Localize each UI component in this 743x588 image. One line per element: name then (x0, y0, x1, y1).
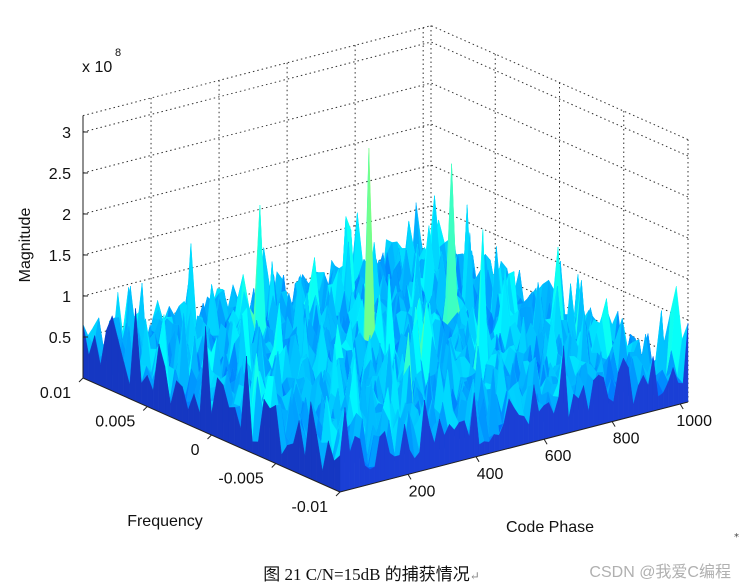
grid-line (82, 123, 689, 239)
surface-skirt (493, 434, 500, 453)
surface-skirt (263, 398, 271, 462)
z-tick-label: 1 (62, 289, 71, 306)
grid-lines (82, 25, 689, 402)
surface-skirt (508, 398, 515, 449)
x-tick-mark (679, 403, 684, 410)
x-tick-label: 800 (613, 431, 640, 448)
surface-skirt (573, 393, 579, 432)
y-tick-mark (271, 463, 277, 468)
exponent-label: x 10 (82, 59, 112, 76)
surface-skirt (106, 315, 113, 392)
y-tick-label: 0.005 (95, 414, 135, 431)
z-tick-label: 1.5 (49, 248, 71, 265)
y-tick-label: -0.01 (292, 499, 329, 516)
x-tick-mark (611, 421, 616, 427)
figure-caption: 图 21 C/N=15dB 的捕获情况↵ (0, 560, 743, 585)
z-axis-label: Magnitude (17, 208, 34, 283)
caption-text: 图 21 C/N=15dB 的捕获情况 (263, 565, 470, 584)
surface-skirt (449, 423, 455, 464)
y-tick-label: 0.01 (40, 385, 71, 402)
surface-skirt (389, 452, 395, 480)
surface-skirt (593, 374, 599, 427)
surface-skirt (454, 421, 460, 463)
x-tick-label: 600 (545, 448, 572, 465)
surface-skirt (543, 402, 549, 440)
surface-skirt (269, 404, 276, 464)
x-tick-label: 400 (477, 466, 504, 483)
surface-skirt (369, 466, 375, 485)
surface-skirt (677, 382, 684, 405)
x-tick-mark (407, 474, 412, 480)
x-tick-label: 1000 (676, 413, 712, 430)
surface-skirt (598, 374, 604, 426)
surface-skirt (623, 357, 629, 419)
surface-skirt (608, 398, 614, 423)
x-tick-label: 200 (409, 483, 436, 500)
surface-skirt (176, 380, 183, 423)
y-tick-mark (142, 406, 148, 411)
return-mark: ↵ (469, 569, 480, 583)
surface-skirt (333, 455, 341, 493)
surface-plot: 200 400 600 800 1000 -0.01 -0.005 0 0.005 0.01 0.5… (17, 25, 712, 536)
surface-skirt (354, 435, 361, 489)
surface-skirt (483, 441, 490, 455)
x-tick-mark (543, 438, 548, 445)
surface-skirt (518, 414, 525, 446)
z-tick-label: 3 (62, 125, 71, 142)
y-tick-mark (78, 377, 84, 383)
y-axis-label: Frequency (127, 513, 203, 530)
surface-skirt (228, 407, 236, 446)
surface-skirt (379, 430, 385, 482)
grid-line (82, 82, 689, 198)
z-tick-label: 0.5 (49, 330, 71, 347)
x-axis-line (339, 401, 689, 493)
grid-line (82, 25, 689, 141)
x-axis-label: Code Phase (506, 519, 594, 536)
axes (78, 115, 689, 497)
surface-skirt (538, 404, 545, 441)
z-tick-label: 2.5 (49, 166, 71, 183)
y-tick-mark (207, 434, 212, 440)
exponent-power: 8 (115, 47, 121, 59)
y-tick-label: -0.005 (218, 471, 263, 488)
surface-skirt (394, 455, 400, 479)
surface-skirt (287, 443, 294, 472)
x-tick-mark (475, 456, 480, 463)
surface-skirt (217, 377, 224, 441)
tick-labels: 200 400 600 800 1000 -0.01 -0.005 0 0.005 0.01 0.5… (40, 125, 712, 516)
z-tick-label: 2 (62, 207, 71, 224)
y-tick-mark (335, 491, 341, 497)
surface-mesh (82, 148, 689, 493)
watermark: CSDN @我爱C编程 (589, 564, 731, 581)
corner-mark: * (734, 532, 739, 543)
surface-skirt (459, 420, 465, 462)
y-tick-label: 0 (191, 442, 200, 459)
